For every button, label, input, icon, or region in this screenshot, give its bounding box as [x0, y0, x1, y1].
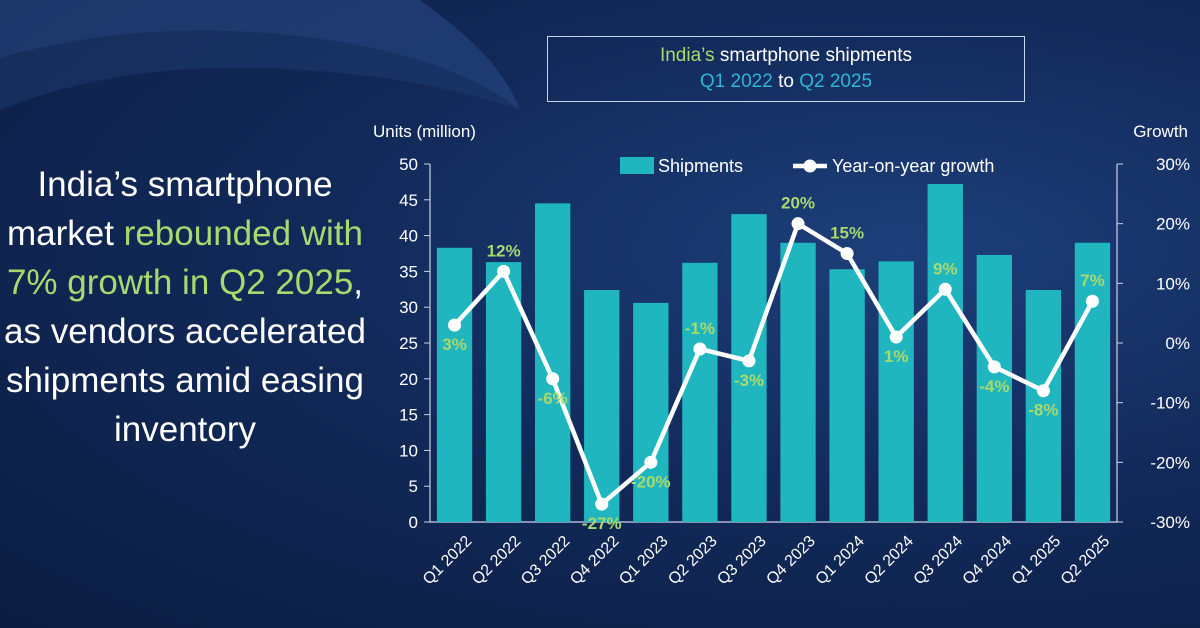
y-left-tick-label: 0 — [409, 513, 418, 532]
growth-point — [448, 318, 462, 332]
y-right-tick-label: 20% — [1156, 215, 1190, 234]
y-left-tick-label: 5 — [409, 477, 418, 496]
shipments-bar — [633, 302, 669, 522]
legend-shipments-label: Shipments — [658, 156, 743, 176]
growth-data-label: -4% — [979, 377, 1009, 396]
x-tick-label: Q3 2022 — [518, 533, 573, 588]
shipments-bar — [485, 262, 522, 522]
y-left-tick-label: 35 — [399, 262, 418, 281]
growth-point — [938, 282, 952, 296]
headline-text: India’s smartphone market rebounded with… — [0, 160, 370, 454]
chart-title-from: Q1 2022 — [699, 71, 773, 92]
x-tick-label: Q4 2023 — [763, 533, 818, 588]
x-tick-label: Q2 2023 — [665, 533, 720, 588]
headline-highlight: rebounded with 7% growth in Q2 2025 — [6, 214, 364, 302]
y-left-tick-label: 50 — [399, 155, 418, 174]
shipments-bar — [829, 269, 865, 522]
chart-title-end: Q2 2025 — [799, 71, 873, 92]
growth-point — [595, 497, 609, 511]
chart-title-india: India’s — [659, 45, 715, 66]
shipments-bar — [927, 184, 963, 522]
growth-point — [1085, 294, 1099, 308]
shipments-bar — [731, 214, 767, 522]
y-right-tick-label: -30% — [1150, 513, 1190, 532]
chart-title-to: to — [772, 71, 800, 92]
headline-part1: India’s smartphone market — [6, 165, 333, 253]
y-left-tick-label: 40 — [399, 227, 418, 246]
y-right-axis-label: Growth — [1133, 122, 1188, 141]
shipments-bar — [436, 247, 473, 522]
growth-data-label: -8% — [1028, 401, 1058, 420]
growth-data-label: -1% — [685, 319, 715, 338]
x-tick-label: Q2 2025 — [1058, 533, 1113, 588]
shipments-bar — [780, 242, 816, 522]
legend-growth-label: Year-on-year growth — [832, 156, 994, 176]
growth-data-label: -27% — [582, 514, 622, 533]
y-left-tick-label: 25 — [399, 334, 418, 353]
growth-data-label: 12% — [487, 241, 521, 260]
growth-data-label: 3% — [442, 335, 467, 354]
x-tick-label: Q4 2024 — [960, 533, 1015, 588]
growth-point — [840, 247, 854, 260]
growth-point — [791, 217, 805, 231]
growth-point — [693, 342, 707, 356]
shipments-bar — [682, 262, 718, 522]
growth-data-label: 15% — [830, 224, 864, 243]
growth-data-label: -6% — [538, 389, 568, 408]
y-right-tick-label: -10% — [1150, 394, 1190, 413]
shipments-bar — [535, 203, 571, 522]
x-tick-label: Q2 2024 — [862, 533, 917, 588]
x-tick-label: Q4 2022 — [567, 533, 622, 588]
x-tick-label: Q3 2023 — [714, 533, 769, 588]
y-left-tick-label: 45 — [399, 191, 418, 210]
y-right-tick-label: 0% — [1165, 334, 1190, 353]
growth-point — [497, 264, 511, 278]
y-left-tick-label: 30 — [399, 298, 418, 317]
y-left-axis-label: Units (million) — [373, 122, 476, 141]
x-tick-label: Q3 2024 — [911, 533, 966, 588]
shipments-bar — [1074, 242, 1111, 522]
x-tick-label: Q2 2022 — [469, 533, 524, 588]
x-tick-label: Q1 2022 — [420, 533, 475, 588]
growth-line — [452, 221, 1095, 507]
x-tick-label: Q1 2023 — [616, 533, 671, 588]
growth-point — [644, 455, 658, 469]
legend-shipments-swatch — [620, 157, 654, 174]
y-right-tick-label: -20% — [1150, 453, 1190, 472]
growth-point — [546, 372, 560, 386]
chart-title-rest: smartphone shipments — [714, 45, 913, 66]
shipments-bar — [584, 290, 620, 522]
y-right-tick-label: 10% — [1156, 274, 1190, 293]
chart-title-line2: Q1 2022 to Q2 2025 — [548, 69, 1024, 95]
growth-data-label: 1% — [884, 347, 909, 366]
shipments-bar — [878, 261, 914, 522]
y-left-tick-label: 10 — [399, 441, 418, 460]
growth-data-label: 9% — [933, 259, 958, 278]
y-right-tick-label: 30% — [1156, 155, 1190, 174]
headline-part2: , as vendors accelerated shipments amid … — [4, 263, 366, 449]
y-left-tick-label: 15 — [399, 406, 418, 425]
growth-point — [889, 330, 903, 344]
growth-data-label: 7% — [1080, 271, 1105, 290]
growth-point — [987, 360, 1001, 374]
chart-title-line1: India’s smartphone shipments — [548, 43, 1024, 69]
legend-growth-marker — [803, 159, 817, 173]
growth-data-label: -20% — [631, 472, 671, 491]
y-left-tick-label: 20 — [399, 370, 418, 389]
shipments-bar — [976, 254, 1012, 522]
x-tick-label: Q1 2024 — [813, 533, 868, 588]
x-tick-label: Q1 2025 — [1009, 533, 1064, 588]
growth-data-label: -3% — [734, 371, 764, 390]
chart-title-box: India’s smartphone shipments Q1 2022 to … — [547, 36, 1025, 102]
growth-data-label: 20% — [781, 194, 815, 213]
growth-point — [1036, 384, 1050, 398]
growth-point — [742, 354, 756, 368]
shipments-bar — [1025, 290, 1062, 522]
